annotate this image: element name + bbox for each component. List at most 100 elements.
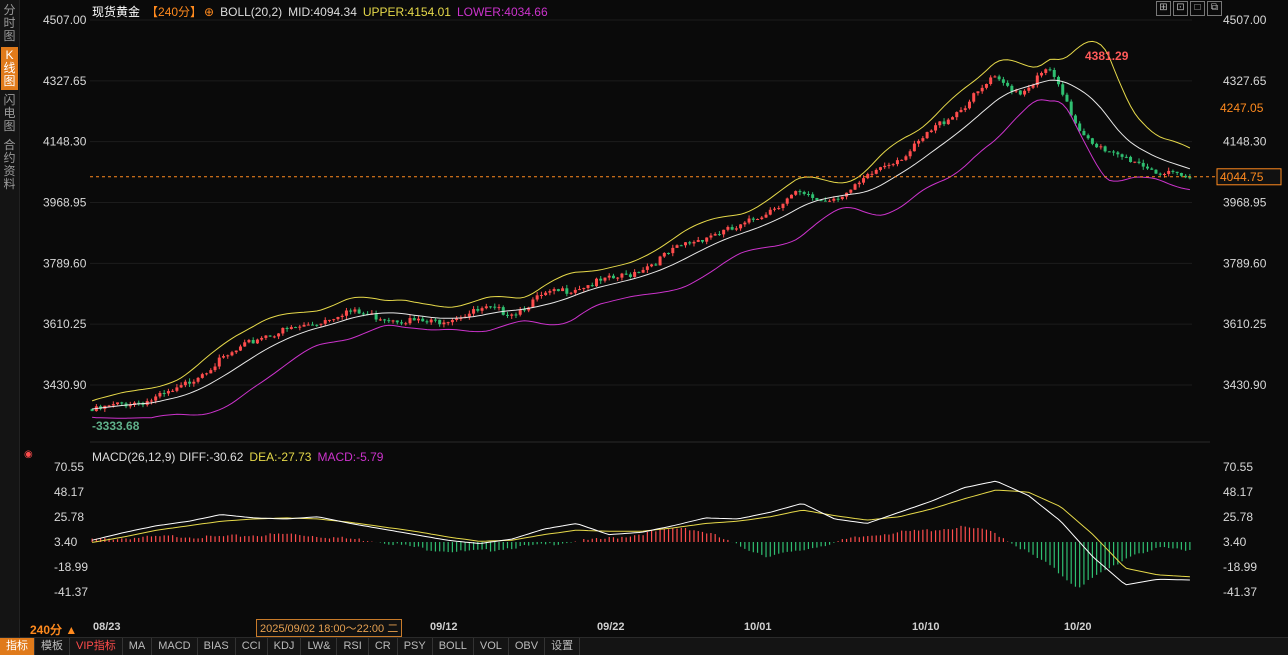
candle-body	[192, 381, 196, 384]
sidebar-tab-0[interactable]: 分时图	[3, 3, 16, 43]
candle-body	[857, 182, 861, 185]
candle-body	[467, 313, 471, 317]
candle-body	[539, 295, 543, 297]
candle-body	[400, 322, 404, 324]
toolbar-tab-15[interactable]: 设置	[545, 638, 581, 655]
restore-icon[interactable]: ⧉	[1207, 1, 1222, 16]
candle-body	[137, 402, 141, 404]
macd-axis-label-left: 25.78	[54, 510, 84, 524]
candle-body	[425, 321, 429, 323]
toolbar-tab-8[interactable]: LW&	[301, 638, 338, 655]
candle-body	[128, 404, 132, 407]
toolbar-tab-11[interactable]: PSY	[398, 638, 433, 655]
toolbar-tab-3[interactable]: MA	[123, 638, 153, 655]
candle-body	[811, 194, 815, 198]
candle-body	[188, 381, 192, 384]
candle-body	[976, 91, 980, 94]
candle-body	[378, 319, 382, 321]
macd-header: MACD(26,12,9) DIFF:-30.62 DEA:-27.73 MACD:-…	[92, 450, 389, 464]
candle-body	[344, 310, 348, 316]
candle-body	[984, 83, 988, 88]
toolbar-tab-13[interactable]: VOL	[474, 638, 509, 655]
candle-body	[412, 318, 416, 321]
candle-body	[908, 151, 912, 157]
candle-body	[332, 319, 336, 321]
candle-body	[726, 227, 730, 230]
price-axis-label-left: 4507.00	[43, 13, 87, 27]
candle-body	[967, 101, 971, 109]
toolbar-tab-9[interactable]: RSI	[337, 638, 369, 655]
macd-axis-label-left: 70.55	[54, 460, 84, 474]
candle-body	[251, 339, 255, 344]
grid-icon[interactable]: ⊡	[1173, 1, 1188, 16]
candle-body	[120, 402, 124, 404]
candle-body	[285, 327, 289, 330]
candle-body	[319, 323, 323, 325]
candle-body	[921, 138, 925, 141]
candle-body	[739, 224, 743, 229]
candle-body	[1069, 101, 1073, 116]
candle-body	[764, 214, 768, 218]
boll-upper-line	[91, 40, 1191, 402]
candle-body	[1078, 123, 1082, 131]
candle-body	[281, 327, 285, 334]
boll-name[interactable]: BOLL(20,2)	[220, 5, 283, 19]
candle-body	[705, 237, 709, 242]
x-axis-label: 10/10	[912, 621, 940, 633]
candle-body	[446, 322, 450, 324]
candle-body	[544, 292, 548, 296]
settings-icon[interactable]: ⊕	[204, 5, 215, 19]
x-axis-label: 09/22	[597, 621, 625, 633]
candle-body	[980, 87, 984, 92]
toolbar-tab-2[interactable]: VIP指标	[70, 638, 123, 655]
toolbar-tab-10[interactable]: CR	[369, 638, 398, 655]
candle-body	[404, 323, 408, 325]
candle-body	[336, 316, 340, 320]
candle-body	[306, 324, 310, 326]
macd-name[interactable]: MACD(26,12,9)	[92, 450, 176, 464]
symbol-name[interactable]: 现货黄金	[92, 5, 141, 19]
period-selector[interactable]: 240分 ▲	[30, 623, 78, 637]
candle-body	[383, 319, 387, 321]
candle-body	[353, 309, 357, 312]
price-axis-label-right: 4327.65	[1223, 74, 1267, 88]
candle-body	[238, 346, 242, 351]
macd-target-icon[interactable]: ◉	[24, 449, 33, 460]
candle-body	[1162, 173, 1166, 175]
candle-body	[1175, 171, 1179, 173]
candle-body	[442, 322, 446, 325]
candle-body	[1065, 94, 1069, 102]
macd-value: MACD:-5.79	[317, 450, 384, 464]
sidebar-tab-1[interactable]: K线图	[1, 47, 18, 90]
candle-body	[255, 339, 259, 344]
candle-body	[679, 245, 683, 247]
sidebar-tab-3[interactable]: 合约资料	[3, 138, 16, 191]
candle-body	[340, 315, 344, 317]
toolbar-tab-14[interactable]: OBV	[509, 638, 546, 655]
candle-body	[1006, 82, 1010, 86]
candle-body	[972, 93, 976, 102]
toolbar-tab-0[interactable]: 指标	[0, 638, 35, 655]
candle-body	[1188, 177, 1192, 179]
candle-body	[781, 203, 785, 209]
candle-body	[628, 274, 632, 277]
chart-area[interactable]: 4507.00 4507.00 4327.65 4327.65 4148.30 4148.…	[20, 0, 1288, 637]
candle-body	[391, 320, 395, 322]
candle-body	[654, 264, 658, 266]
toolbar-tab-12[interactable]: BOLL	[433, 638, 474, 655]
maximize-icon[interactable]: □	[1190, 1, 1205, 16]
candle-body	[476, 309, 480, 311]
toolbar-tab-4[interactable]: MACD	[152, 638, 198, 655]
sidebar-tab-2[interactable]: 闪电图	[3, 93, 16, 133]
candle-body	[421, 318, 425, 322]
candle-body	[484, 306, 488, 309]
candle-body	[891, 164, 895, 166]
candle-body	[565, 288, 569, 294]
candle-body	[806, 193, 810, 195]
toolbar-tab-5[interactable]: BIAS	[198, 638, 236, 655]
candle-body	[450, 320, 454, 323]
toolbar-tab-6[interactable]: CCI	[236, 638, 268, 655]
toolbar-tab-7[interactable]: KDJ	[268, 638, 302, 655]
toolbar-tab-1[interactable]: 模板	[35, 638, 70, 655]
crosshair-icon[interactable]: ⊞	[1156, 1, 1171, 16]
